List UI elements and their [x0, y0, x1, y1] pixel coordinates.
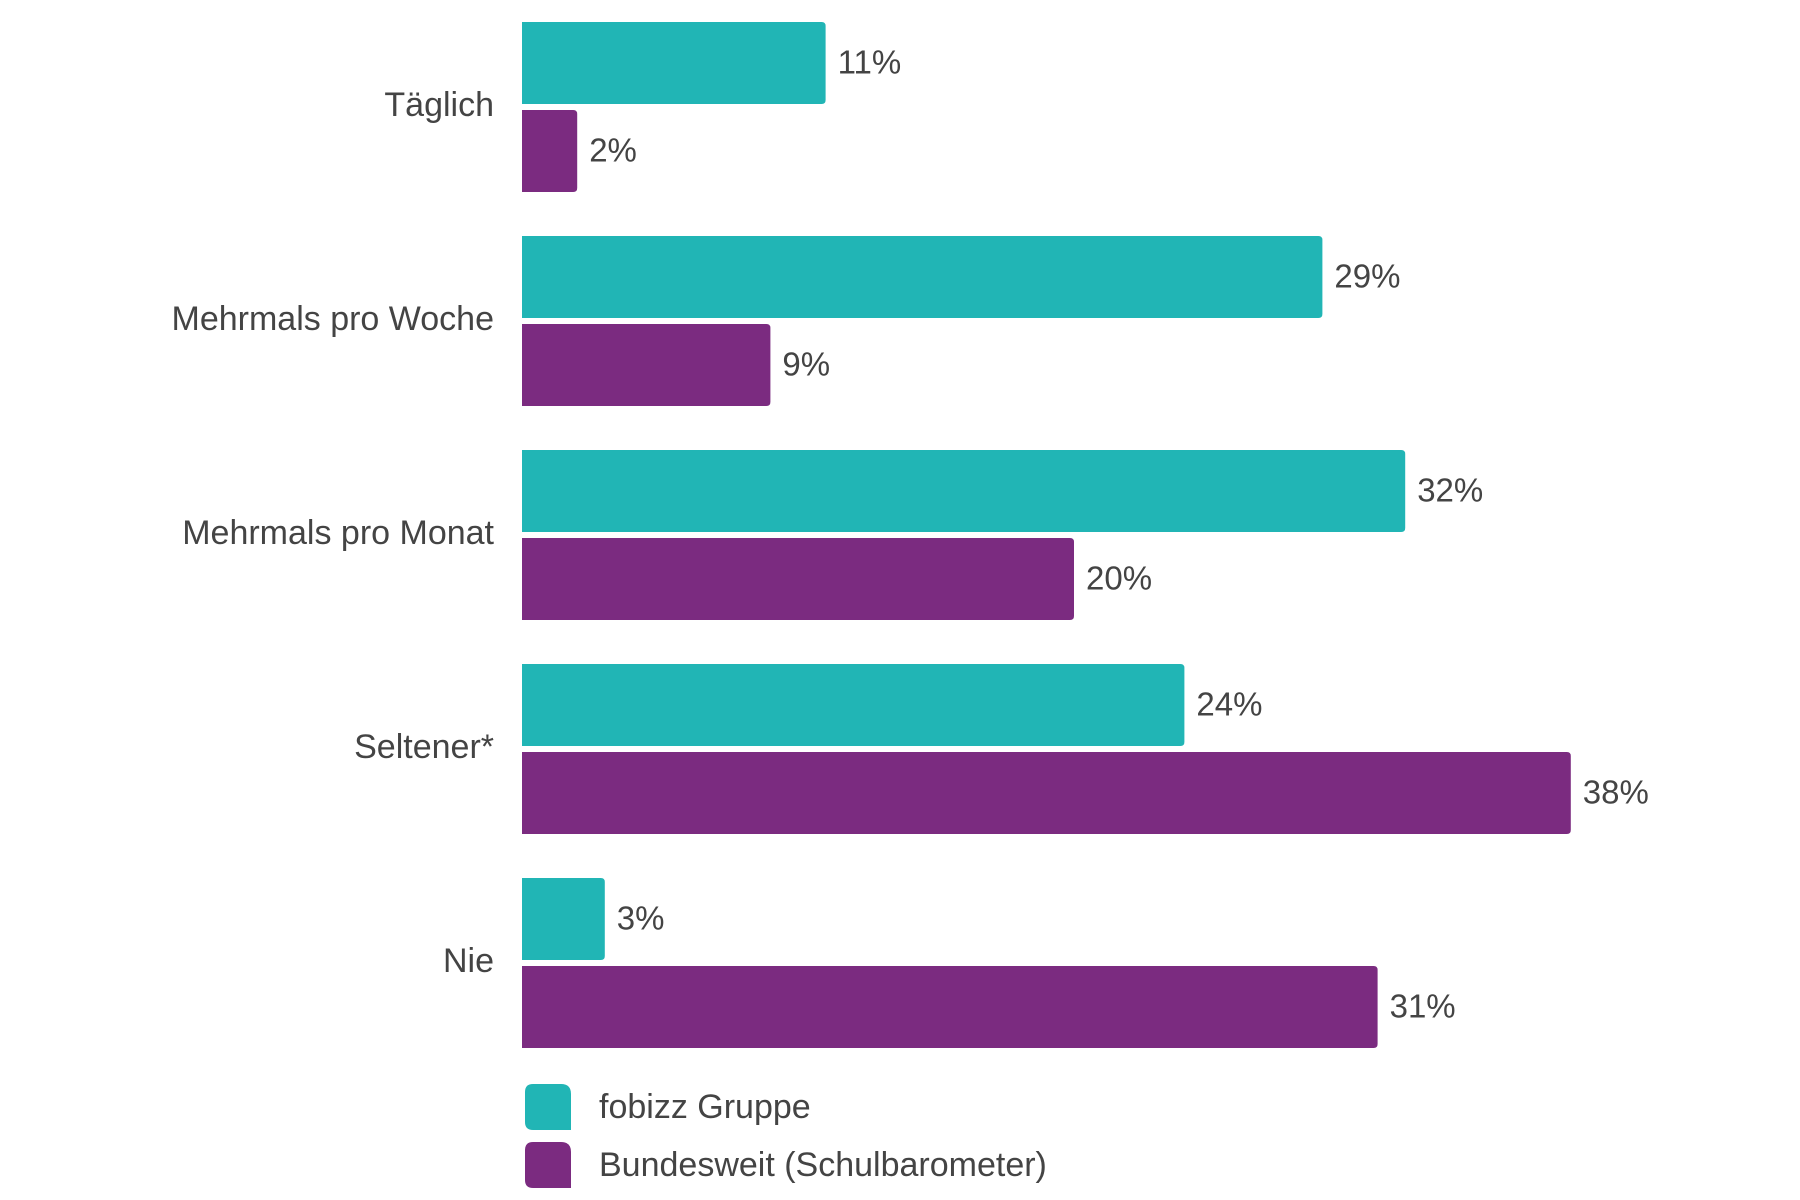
legend-label: Bundesweit (Schulbarometer) — [599, 1146, 1047, 1184]
category-group-taeglich: Täglich 11% 2% — [384, 22, 901, 192]
bar-fobizz-gruppe-taeglich — [522, 22, 826, 104]
legend-item-fobizz-gruppe: fobizz Gruppe — [525, 1084, 811, 1130]
bar-bundesweit-schulbarometer-nie — [522, 966, 1378, 1048]
category-label: Mehrmals pro Woche — [172, 300, 495, 338]
legend-swatch — [525, 1084, 571, 1130]
legend-swatch — [525, 1142, 571, 1188]
category-group-seltener: Seltener* 24% 38% — [354, 664, 1649, 834]
legend-label: fobizz Gruppe — [599, 1088, 811, 1126]
bar-fobizz-gruppe-seltener — [522, 664, 1185, 746]
data-label: 32% — [1417, 472, 1483, 509]
data-label: 20% — [1086, 560, 1152, 597]
legend: fobizz Gruppe Bundesweit (Schulbarometer) — [525, 1084, 1047, 1188]
data-label: 38% — [1583, 774, 1649, 811]
data-label: 2% — [589, 132, 637, 169]
data-label: 29% — [1334, 258, 1400, 295]
data-label: 31% — [1390, 988, 1456, 1025]
category-label: Nie — [443, 942, 494, 980]
bar-fobizz-gruppe-nie — [522, 878, 605, 960]
bar-fobizz-gruppe-mehrmals-pro-monat — [522, 450, 1406, 532]
data-label: 3% — [617, 900, 665, 937]
data-label: 24% — [1196, 686, 1262, 723]
data-label: 11% — [838, 44, 902, 81]
category-group-nie: Nie 3% 31% — [443, 878, 1456, 1048]
category-label: Mehrmals pro Monat — [182, 514, 494, 552]
bar-bundesweit-schulbarometer-seltener — [522, 752, 1571, 834]
category-label: Täglich — [384, 86, 494, 124]
category-group-mehrmals-pro-woche: Mehrmals pro Woche 29% 9% — [172, 236, 1400, 406]
category-label: Seltener* — [354, 728, 494, 766]
bar-bundesweit-schulbarometer-mehrmals-pro-monat — [522, 538, 1074, 620]
data-label: 9% — [782, 346, 830, 383]
category-group-mehrmals-pro-monat: Mehrmals pro Monat 32% 20% — [182, 450, 1483, 620]
bar-bundesweit-schulbarometer-taeglich — [522, 110, 578, 192]
bar-fobizz-gruppe-mehrmals-pro-woche — [522, 236, 1323, 318]
bar-bundesweit-schulbarometer-mehrmals-pro-woche — [522, 324, 771, 406]
legend-item-bundesweit-schulbarometer: Bundesweit (Schulbarometer) — [525, 1142, 1047, 1188]
